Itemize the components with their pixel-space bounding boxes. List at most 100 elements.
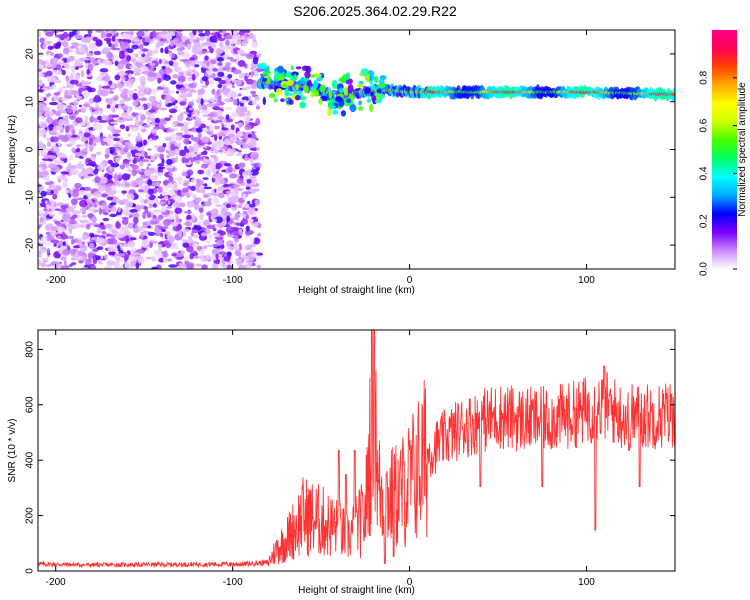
heatmap-cell bbox=[101, 193, 108, 198]
y-tick-label: 600 bbox=[25, 396, 36, 413]
heatmap-cell bbox=[123, 225, 128, 231]
heatmap-cell bbox=[223, 138, 231, 146]
heatmap-cell bbox=[55, 110, 60, 117]
heatmap-cell bbox=[186, 169, 194, 176]
heatmap-cell bbox=[39, 148, 49, 151]
heatmap-cell bbox=[236, 130, 243, 137]
heatmap-cell bbox=[122, 210, 126, 214]
heatmap-cell bbox=[131, 53, 137, 60]
heatmap-cell bbox=[147, 188, 154, 195]
heatmap-cell bbox=[133, 216, 139, 224]
heatmap-cell bbox=[193, 117, 202, 122]
heatmap-cell bbox=[56, 103, 64, 111]
heatmap-cell bbox=[206, 102, 215, 107]
heatmap-cell bbox=[50, 147, 54, 152]
heatmap-cell bbox=[359, 72, 364, 76]
heatmap-cell bbox=[93, 204, 98, 208]
heatmap-cell bbox=[285, 71, 292, 78]
heatmap-cell bbox=[215, 204, 222, 208]
heatmap-cell bbox=[112, 114, 120, 118]
heatmap-cell bbox=[244, 191, 252, 195]
heatmap-cell bbox=[195, 183, 201, 188]
heatmap-cell bbox=[170, 80, 177, 85]
heatmap-cell bbox=[246, 179, 252, 184]
heatmap-cell bbox=[111, 35, 116, 42]
heatmap-cell bbox=[166, 158, 173, 166]
colorbar-tick-label: 0.8 bbox=[699, 70, 710, 84]
heatmap-cell bbox=[131, 169, 137, 177]
heatmap-cell bbox=[71, 147, 76, 154]
heatmap-cell bbox=[109, 202, 117, 206]
heatmap-cell bbox=[217, 222, 225, 229]
heatmap-cell bbox=[141, 224, 149, 229]
heatmap-cell bbox=[39, 171, 45, 175]
heatmap-cell bbox=[288, 99, 294, 105]
heatmap-cell bbox=[262, 96, 266, 106]
heatmap-cell bbox=[284, 97, 289, 102]
heatmap-cell bbox=[162, 257, 168, 263]
heatmap-cell bbox=[170, 97, 176, 102]
heatmap-cell bbox=[106, 104, 111, 109]
heatmap-cell bbox=[238, 228, 243, 235]
heatmap-cell bbox=[66, 143, 73, 147]
heatmap-cell bbox=[219, 262, 224, 268]
heatmap-cell bbox=[223, 65, 230, 68]
heatmap-cell bbox=[86, 68, 90, 75]
heatmap-cell bbox=[137, 179, 145, 184]
heatmap-cell bbox=[127, 157, 135, 161]
heatmap-cell bbox=[75, 66, 79, 70]
heatmap-cell bbox=[50, 231, 56, 236]
heatmap-cell bbox=[111, 229, 118, 234]
heatmap-cell bbox=[82, 91, 90, 99]
heatmap-cell bbox=[57, 91, 61, 94]
heatmap-cell bbox=[125, 125, 130, 132]
heatmap-cell bbox=[160, 205, 167, 213]
heatmap-cell bbox=[144, 54, 150, 61]
heatmap-cell bbox=[44, 210, 53, 213]
heatmap-cell bbox=[39, 37, 45, 44]
colorbar-tick-label: 0.6 bbox=[699, 118, 710, 132]
heatmap-cell bbox=[250, 66, 255, 71]
heatmap-cell bbox=[48, 213, 56, 217]
heatmap-cell bbox=[131, 164, 139, 170]
heatmap-cell bbox=[44, 111, 52, 118]
heatmap-cell bbox=[197, 30, 204, 34]
heatmap-cell bbox=[243, 114, 251, 122]
heatmap-cell bbox=[128, 255, 133, 263]
heatmap-cell bbox=[184, 121, 189, 127]
heatmap-cell bbox=[107, 51, 113, 59]
heatmap-cell bbox=[121, 173, 131, 181]
heatmap-cell bbox=[99, 68, 109, 73]
heatmap-cell bbox=[104, 75, 111, 82]
heatmap-cell bbox=[248, 141, 257, 148]
heatmap-cell bbox=[43, 106, 51, 114]
heatmap-cell bbox=[121, 76, 126, 81]
heatmap-cell bbox=[149, 41, 157, 44]
heatmap-cell bbox=[154, 180, 161, 187]
heatmap-cell bbox=[145, 256, 153, 260]
heatmap-cell bbox=[127, 124, 135, 128]
heatmap-cell bbox=[106, 196, 114, 201]
heatmap-cell bbox=[162, 143, 167, 148]
heatmap-cell bbox=[154, 228, 162, 234]
heatmap-cell bbox=[54, 71, 63, 75]
heatmap-cell bbox=[237, 122, 244, 127]
heatmap-cell bbox=[78, 104, 82, 108]
heatmap-cell bbox=[82, 103, 90, 107]
heatmap-cell bbox=[73, 137, 80, 141]
heatmap-cell bbox=[60, 135, 70, 143]
heatmap-cell bbox=[225, 190, 231, 195]
heatmap-cell bbox=[80, 176, 85, 180]
heatmap-cell bbox=[209, 48, 214, 54]
heatmap-cell bbox=[262, 70, 266, 76]
heatmap-cell bbox=[187, 185, 192, 190]
heatmap-cell bbox=[50, 168, 54, 172]
heatmap-cell bbox=[152, 203, 158, 208]
heatmap-cell bbox=[70, 90, 79, 96]
heatmap-cell bbox=[212, 196, 219, 205]
heatmap-cell bbox=[104, 254, 109, 259]
heatmap-cell bbox=[217, 95, 222, 103]
heatmap-cell bbox=[217, 133, 227, 137]
heatmap-cell bbox=[209, 123, 214, 131]
heatmap-cell bbox=[349, 104, 357, 113]
